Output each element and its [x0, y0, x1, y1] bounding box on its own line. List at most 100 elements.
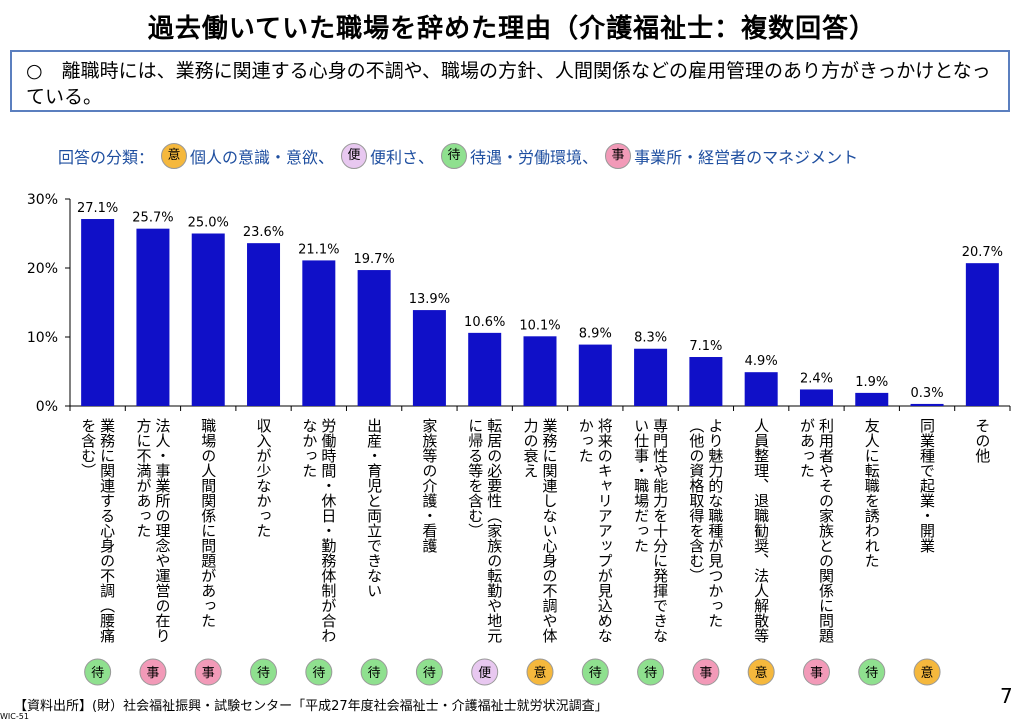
value-label: 27.1% [77, 201, 118, 216]
page-number: 7 [1000, 684, 1013, 708]
classification-badge-label: 事 [146, 666, 159, 681]
value-label: 8.9% [579, 327, 612, 342]
classification-legend: 回答の分類： 意 個人の意識・意欲、 便 便利さ、 待 待遇・労働環境、 事 事… [58, 143, 862, 169]
value-label: 7.1% [689, 339, 722, 354]
category-label: 業務に関連しない心身の不調や体 [541, 418, 559, 643]
category-label: かった [577, 418, 595, 463]
bar [965, 263, 999, 406]
bar [136, 228, 170, 406]
classification-badge-label: 待 [368, 666, 381, 681]
category-label: 収入が少なかった [255, 418, 273, 538]
legend-prefix: 回答の分類： [58, 148, 155, 167]
classification-badge [692, 658, 720, 686]
bar [523, 336, 557, 406]
category-label: 利用者やその家族との関係に問題 [817, 418, 835, 644]
classification-badge [305, 658, 333, 686]
category-label: い仕事・職場だった [632, 418, 650, 553]
y-tick-label: 20% [27, 261, 58, 277]
value-label: 4.9% [745, 354, 778, 369]
legend-badge-ishiki: 意 [161, 143, 188, 169]
classification-badge-label: 待 [257, 666, 270, 681]
value-label: 2.4% [800, 371, 833, 386]
classification-badge [913, 658, 941, 686]
category-label: （他の資格取得を含む） [687, 418, 705, 583]
y-tick-label: 30% [27, 192, 58, 208]
category-label: 専門性や能力を十分に発揮できな [651, 418, 669, 643]
bar [468, 332, 502, 406]
value-label: 10.6% [464, 315, 505, 330]
value-label: 0.3% [911, 386, 944, 401]
classification-badge [194, 658, 222, 686]
classification-badge [747, 658, 775, 686]
classification-badge [471, 658, 499, 686]
classification-badge [637, 658, 665, 686]
classification-badge-label: 意 [533, 665, 546, 681]
category-label: 力の衰え [522, 418, 540, 478]
classification-badge-label: 意 [921, 665, 934, 681]
category-label: 家族等の介護・看護 [420, 418, 438, 553]
legend-badge-jigyo: 事 [605, 143, 632, 169]
category-label: 同業種で起業・開業 [918, 418, 936, 553]
value-label: 21.1% [298, 242, 339, 257]
classification-badge [802, 658, 830, 686]
value-label: 20.7% [962, 245, 1003, 260]
slide-id: WIC-51 [0, 712, 29, 721]
bar [634, 348, 668, 406]
bar [744, 372, 778, 406]
category-label: があった [798, 418, 816, 478]
legend-badge-taigu: 待 [441, 143, 468, 169]
bar [689, 357, 723, 406]
summary-box: ○ 離職時には、業務に関連する心身の不調や、職場の方針、人間関係などの雇用管理の… [10, 50, 1010, 112]
category-label: に帰る等を含む） [466, 418, 484, 538]
legend-label-ishiki: 個人の意識・意欲、 [190, 148, 335, 167]
legend-label-jigyo: 事業所・経営者のマネジメント [634, 148, 859, 167]
classification-badge-label: 待 [589, 666, 602, 681]
category-label: 出産・育児と両立できない [365, 418, 383, 598]
category-label: 転居の必要性（家族の転勤や地元 [485, 418, 503, 644]
legend-label-taigu: 待遇・労働環境、 [470, 148, 599, 167]
category-label: を含む） [79, 418, 97, 478]
classification-badge [415, 658, 443, 686]
category-label: 労働時間・休日・勤務体制が合わ [319, 418, 337, 643]
classification-badge-label: 待 [423, 666, 436, 681]
bar [357, 270, 391, 406]
legend-label-benri: 便利さ、 [370, 148, 435, 167]
value-label: 25.7% [132, 211, 173, 226]
value-label: 23.6% [243, 225, 284, 240]
bar [81, 219, 115, 406]
bar [799, 389, 833, 406]
category-label: 将来のキャリアアップが見込めな [596, 418, 614, 643]
value-label: 25.0% [188, 216, 229, 231]
bar [855, 392, 889, 406]
value-label: 1.9% [855, 375, 888, 390]
category-label: 法人・事業所の理念や運営の在り [153, 418, 171, 643]
category-label: より魅力的な職種が見つかった [706, 418, 724, 628]
category-label: なかった [300, 418, 318, 478]
source-note: 【資料出所】(財）社会福祉振興・試験センター「平成27年度社会福祉士・介護福祉士… [14, 699, 608, 714]
classification-badge-label: 便 [478, 666, 491, 681]
y-tick-label: 0% [36, 399, 58, 415]
legend-badge-benri: 便 [341, 143, 368, 169]
summary-text: ○ 離職時には、業務に関連する心身の不調や、職場の方針、人間関係などの雇用管理の… [26, 60, 991, 108]
category-label: 友人に転職を誘われた [863, 418, 881, 568]
classification-badge [250, 658, 278, 686]
value-label: 13.9% [409, 292, 450, 307]
value-label: 19.7% [353, 252, 394, 267]
classification-badge-label: 待 [91, 666, 104, 681]
classification-badge-label: 待 [865, 666, 878, 681]
y-tick-label: 10% [27, 330, 58, 346]
category-label: 方に不満があった [134, 418, 152, 538]
classification-badge [360, 658, 388, 686]
bar [910, 403, 944, 406]
classification-badge [139, 658, 167, 686]
bar [302, 260, 336, 406]
classification-badge-label: 事 [810, 666, 823, 681]
classification-badge-label: 事 [202, 666, 215, 681]
classification-badge-label: 意 [755, 665, 768, 681]
bar [191, 233, 225, 406]
classification-badge-label: 待 [312, 666, 325, 681]
classification-badge [858, 658, 886, 686]
bar [412, 310, 446, 406]
category-label: 人員整理、退職勧奨、法人解散等 [752, 418, 770, 643]
